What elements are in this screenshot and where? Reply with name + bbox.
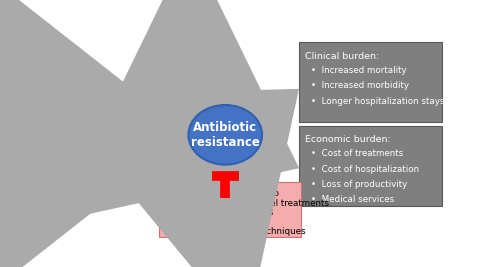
Text: •  Cost of hospitalization: • Cost of hospitalization [312,165,420,174]
Text: •  Preventive measures: • Preventive measures [170,208,273,217]
Text: Antibiotic
resistance: Antibiotic resistance [191,121,260,149]
Text: •  Self-prescribing: • Self-prescribing [78,118,160,127]
Text: •  Increased morbidity: • Increased morbidity [312,81,410,91]
Text: •  Loss of productivity: • Loss of productivity [312,180,408,189]
Text: Economic burden:: Economic burden: [306,135,391,144]
FancyBboxPatch shape [299,125,442,206]
Text: •  Incorrect dosage and
  treatment duration: • Incorrect dosage and treatment duratio… [78,149,185,169]
FancyBboxPatch shape [160,182,301,237]
Text: •  Development of novel treatments: • Development of novel treatments [170,199,328,208]
Ellipse shape [188,105,262,165]
Text: •  Antibiotic stewardship: • Antibiotic stewardship [170,189,278,198]
FancyBboxPatch shape [299,42,442,123]
Text: •  Therapeutic inertia: • Therapeutic inertia [78,180,176,189]
Text: Clinical burden:: Clinical burden: [306,52,380,61]
Text: •  Increased mortality: • Increased mortality [312,66,407,75]
Text: •  Inappropriate prescribing: • Inappropriate prescribing [78,134,204,143]
Text: •  Vaccines: • Vaccines [170,218,220,227]
Text: •  Rapid diagnostic techniques: • Rapid diagnostic techniques [170,227,305,236]
FancyBboxPatch shape [60,82,168,180]
Text: Misuse:: Misuse: [71,92,114,102]
Text: •  Cost of treatments: • Cost of treatments [312,149,404,158]
Text: •  Longer hospitalization stays: • Longer hospitalization stays [312,97,445,106]
Text: •  Over-use: • Over-use [78,103,130,112]
Text: •  Medical services: • Medical services [312,195,394,205]
